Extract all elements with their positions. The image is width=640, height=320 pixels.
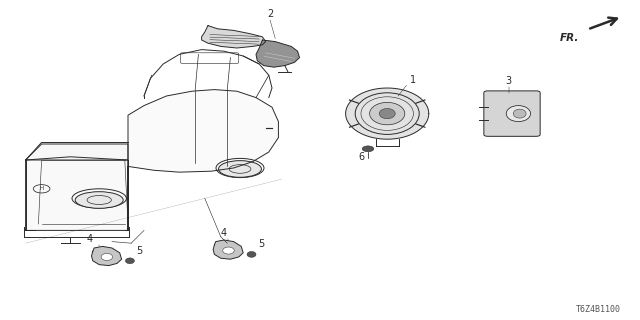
Text: 2: 2 <box>267 9 273 19</box>
Text: 1: 1 <box>410 75 416 85</box>
Text: 6: 6 <box>358 152 365 162</box>
Text: 3: 3 <box>506 76 512 86</box>
Polygon shape <box>26 157 128 230</box>
Text: 5: 5 <box>258 239 264 249</box>
Polygon shape <box>213 240 243 259</box>
Polygon shape <box>26 144 128 160</box>
Polygon shape <box>256 40 300 67</box>
Text: FR.: FR. <box>560 33 579 43</box>
Circle shape <box>362 146 374 152</box>
Text: H: H <box>40 186 44 191</box>
Text: 5: 5 <box>136 246 143 256</box>
Polygon shape <box>346 88 429 139</box>
Ellipse shape <box>223 247 234 254</box>
Ellipse shape <box>513 109 526 118</box>
Ellipse shape <box>219 161 262 177</box>
Ellipse shape <box>379 108 396 119</box>
Ellipse shape <box>125 258 134 264</box>
Text: T6Z4B1100: T6Z4B1100 <box>576 305 621 314</box>
Polygon shape <box>92 246 122 266</box>
Polygon shape <box>128 90 278 230</box>
Text: 4: 4 <box>221 228 227 238</box>
Ellipse shape <box>101 253 113 260</box>
Ellipse shape <box>506 106 531 122</box>
Polygon shape <box>202 26 266 48</box>
Ellipse shape <box>247 252 256 257</box>
FancyBboxPatch shape <box>484 91 540 136</box>
Text: 4: 4 <box>86 234 93 244</box>
Ellipse shape <box>370 102 405 125</box>
Ellipse shape <box>76 192 123 208</box>
